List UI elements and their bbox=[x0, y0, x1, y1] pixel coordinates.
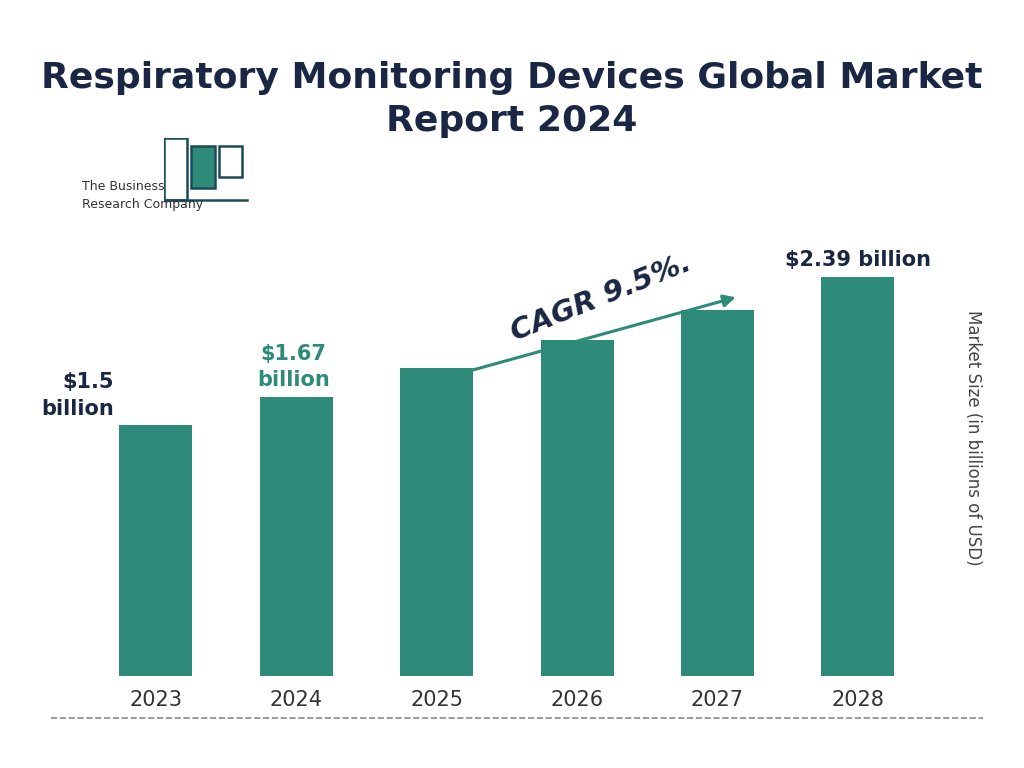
Text: $2.39 billion: $2.39 billion bbox=[784, 250, 931, 270]
Bar bbox=[219, 146, 242, 177]
Bar bbox=[541, 340, 613, 676]
Text: CAGR 9.5%.: CAGR 9.5%. bbox=[507, 249, 695, 346]
Bar bbox=[821, 276, 894, 676]
Text: The Business
Research Company: The Business Research Company bbox=[82, 180, 203, 211]
Bar bbox=[400, 369, 473, 676]
Bar bbox=[681, 310, 754, 676]
Bar bbox=[191, 146, 215, 188]
Bar bbox=[164, 138, 186, 200]
Text: Respiratory Monitoring Devices Global Market
Report 2024: Respiratory Monitoring Devices Global Ma… bbox=[41, 61, 983, 137]
Bar bbox=[260, 397, 333, 676]
Y-axis label: Market Size (in billions of USD): Market Size (in billions of USD) bbox=[965, 310, 982, 565]
Text: $1.67
billion: $1.67 billion bbox=[257, 344, 330, 390]
Text: $1.5
billion: $1.5 billion bbox=[41, 372, 114, 419]
Bar bbox=[120, 425, 193, 676]
